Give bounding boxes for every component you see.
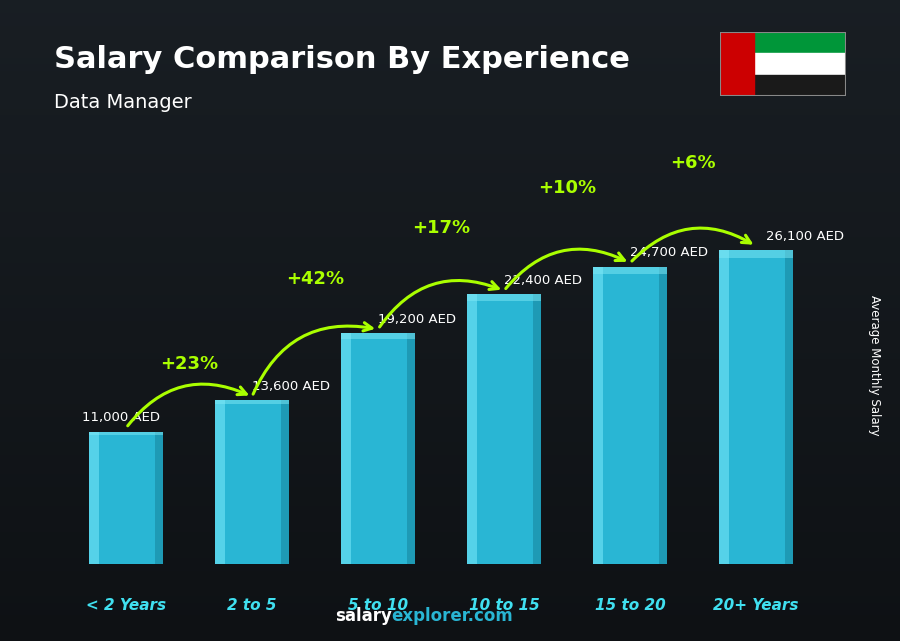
FancyBboxPatch shape [593,267,603,564]
FancyBboxPatch shape [215,400,289,564]
FancyBboxPatch shape [719,250,793,564]
FancyBboxPatch shape [467,294,541,564]
FancyBboxPatch shape [215,400,289,404]
Text: 22,400 AED: 22,400 AED [504,274,582,287]
Text: 19,200 AED: 19,200 AED [378,313,456,326]
Text: Data Manager: Data Manager [54,93,192,112]
FancyBboxPatch shape [719,250,793,258]
FancyBboxPatch shape [89,431,163,564]
FancyBboxPatch shape [719,250,729,564]
Bar [720,75,846,96]
FancyBboxPatch shape [467,294,541,301]
FancyBboxPatch shape [341,333,351,564]
Text: 11,000 AED: 11,000 AED [82,412,160,424]
Text: < 2 Years: < 2 Years [86,598,166,613]
Text: 2 to 5: 2 to 5 [227,598,277,613]
Bar [720,32,753,96]
Text: +42%: +42% [286,270,344,288]
FancyBboxPatch shape [341,333,415,338]
FancyBboxPatch shape [533,294,541,564]
Text: Average Monthly Salary: Average Monthly Salary [868,295,881,436]
FancyBboxPatch shape [215,400,225,564]
Text: explorer.com: explorer.com [392,607,513,625]
Text: 15 to 20: 15 to 20 [595,598,665,613]
Text: +10%: +10% [538,179,596,197]
FancyBboxPatch shape [281,400,289,564]
Text: 10 to 15: 10 to 15 [469,598,539,613]
Bar [720,32,846,53]
FancyBboxPatch shape [89,431,163,435]
Text: Salary Comparison By Experience: Salary Comparison By Experience [54,45,630,74]
FancyBboxPatch shape [593,267,667,274]
Bar [720,53,846,75]
Text: +6%: +6% [670,154,716,172]
Text: 5 to 10: 5 to 10 [348,598,408,613]
Text: 13,600 AED: 13,600 AED [252,380,330,393]
FancyBboxPatch shape [467,294,477,564]
FancyBboxPatch shape [407,333,415,564]
FancyBboxPatch shape [155,431,163,564]
FancyBboxPatch shape [593,267,667,564]
Text: salary: salary [335,607,392,625]
FancyBboxPatch shape [659,267,667,564]
Text: +17%: +17% [412,219,470,237]
FancyBboxPatch shape [785,250,793,564]
Text: 26,100 AED: 26,100 AED [766,229,844,242]
Text: +23%: +23% [160,355,218,373]
FancyBboxPatch shape [89,431,99,564]
Text: 24,700 AED: 24,700 AED [630,246,708,260]
Text: 20+ Years: 20+ Years [713,598,798,613]
FancyBboxPatch shape [341,333,415,564]
